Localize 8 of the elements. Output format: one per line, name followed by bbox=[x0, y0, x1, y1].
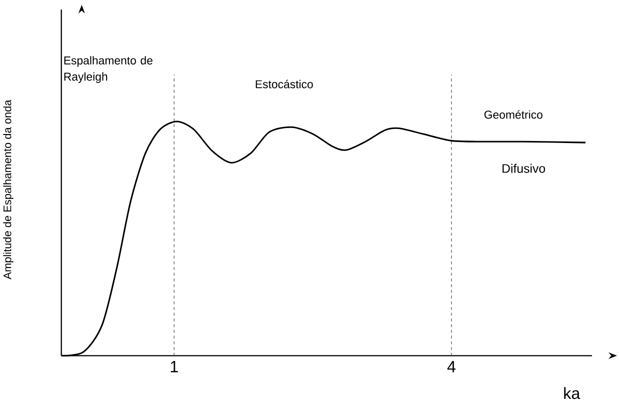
text: Espalhamento de Rayleigh bbox=[64, 56, 152, 83]
text: Estocástico bbox=[256, 80, 313, 88]
annotation: Difusivo bbox=[502, 164, 546, 173]
text: Geométrico bbox=[484, 110, 542, 119]
x-tick-label: 1 bbox=[170, 361, 178, 372]
x-axis-title: ka bbox=[564, 387, 580, 400]
x-tick-label: 4 bbox=[447, 361, 456, 372]
y-axis-title: Amplitude de Espalhamento da onda bbox=[3, 100, 14, 280]
